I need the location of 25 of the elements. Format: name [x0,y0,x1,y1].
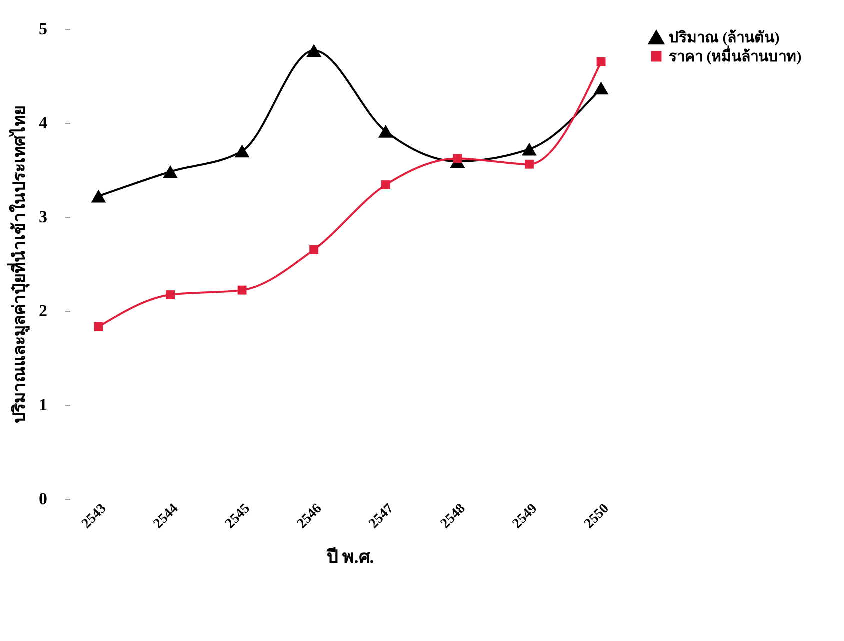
y-tick-label: 0 [39,490,48,508]
point [166,290,175,300]
point [453,154,462,164]
y-tick-label: 1 [39,396,48,414]
x-axis-title: ปี พ.ศ. [326,547,374,568]
legend-label: ราคา (หมื่นล้านบาท) [669,46,802,66]
point [378,125,394,138]
point [594,82,609,95]
point [234,144,250,158]
point [94,322,104,332]
y-tick-label: 2 [39,302,48,320]
point [522,142,537,156]
legend-label: ปริมาณ (ล้านตัน) [669,28,780,46]
point [596,57,606,66]
y-tick-label: 4 [39,114,48,132]
point [525,160,534,169]
point [310,245,319,254]
point [91,190,106,203]
y-axis-title: ปริมาณและมูลค่าปุ๋ยที่นำเข้าในประเทศไทย [7,106,31,424]
point [381,180,390,190]
point [238,286,247,295]
y-tick-label: 5 [39,20,48,38]
point [163,165,178,178]
point [306,44,322,58]
y-tick-label: 3 [39,208,48,226]
